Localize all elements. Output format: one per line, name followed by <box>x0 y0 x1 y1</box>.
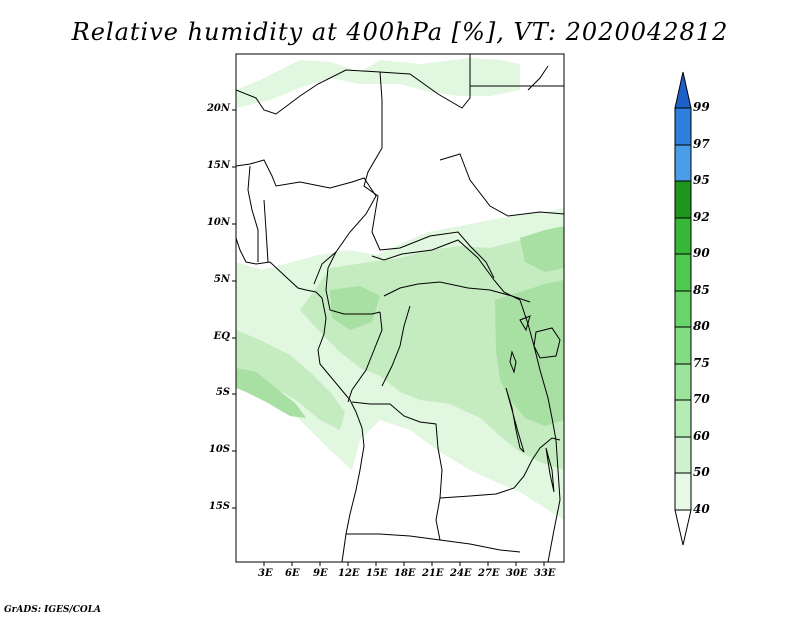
border-togo <box>263 199 269 263</box>
lon-ticks <box>263 562 545 566</box>
lat-ticks <box>232 109 236 509</box>
colorbar <box>674 71 692 546</box>
map-frame <box>235 53 565 563</box>
colorbar-segment-50-60 <box>674 436 692 474</box>
border-nigeria <box>236 159 377 285</box>
colorbar-label-60: 60 <box>693 429 710 443</box>
lat-label-5s: 5S <box>215 387 230 398</box>
lon-label-9e: 9E <box>313 568 328 579</box>
colorbar-segment-40-50 <box>674 472 692 511</box>
colorbar-label-92: 92 <box>693 210 710 224</box>
red-sea-coast <box>527 65 549 91</box>
colorbar-label-97: 97 <box>693 137 710 151</box>
lon-label-27e: 27E <box>478 568 500 579</box>
colorbar-label-40: 40 <box>693 502 710 516</box>
border-cameroon <box>325 251 381 315</box>
lat-label-eq: EQ <box>213 331 230 342</box>
lon-label-6e: 6E <box>285 568 300 579</box>
field-dark-east <box>495 280 564 426</box>
lake-kivu <box>509 350 517 374</box>
map-title: Relative humidity at 400hPa [%], VT: 202… <box>71 18 729 46</box>
lon-label-18e: 18E <box>394 568 416 579</box>
lon-label-21e: 21E <box>422 568 444 579</box>
field-dark-north <box>520 226 564 272</box>
field-dark-center <box>330 286 380 330</box>
border-chad-sudan <box>363 71 495 279</box>
colorbar-segment-60-70 <box>674 399 692 438</box>
border-congo <box>347 311 383 403</box>
colorbar-min-arrow <box>674 509 692 546</box>
lake-tanganyika <box>505 387 525 453</box>
border-sudan-ss <box>439 153 564 217</box>
colorbar-label-70: 70 <box>693 392 710 406</box>
boundaries <box>236 54 564 562</box>
lake-albert <box>519 315 531 332</box>
border-zambia <box>439 437 561 499</box>
border-east <box>519 299 561 562</box>
lat-label-15n: 15N <box>206 160 230 171</box>
colorbar-segment-97-99 <box>674 107 692 146</box>
colorbar-label-85: 85 <box>693 283 710 297</box>
lon-label-3e: 3E <box>258 568 273 579</box>
colorbar-segment-95-97 <box>674 144 692 182</box>
lat-label-20n: 20N <box>206 103 230 114</box>
field-dark-southwest <box>236 368 306 418</box>
border-angola <box>351 401 443 541</box>
lon-label-33e: 33E <box>534 568 556 579</box>
field-mid-west <box>236 330 345 430</box>
colorbar-label-80: 80 <box>693 319 710 333</box>
colorbar-label-75: 75 <box>693 356 710 370</box>
colorbar-label-95: 95 <box>693 173 710 187</box>
colorbar-segment-80-85 <box>674 290 692 328</box>
lon-label-12e: 12E <box>338 568 360 579</box>
colorbar-segment-90-92 <box>674 217 692 255</box>
border-drc-north <box>383 281 531 303</box>
lat-label-5n: 5N <box>213 274 230 285</box>
humidity-field <box>236 58 564 520</box>
border-drc-river <box>381 305 411 387</box>
lon-label-15e: 15E <box>366 568 388 579</box>
lake-victoria <box>533 327 561 359</box>
border-car <box>371 239 521 301</box>
colorbar-segment-92-95 <box>674 180 692 219</box>
lake-malawi <box>545 447 555 493</box>
colorbar-max-arrow <box>674 71 692 109</box>
lat-label-10s: 10S <box>208 444 230 455</box>
colorbar-segment-75-80 <box>674 326 692 365</box>
colorbar-label-50: 50 <box>693 465 710 479</box>
grads-credit: GrADS: IGES/COLA <box>4 605 102 615</box>
coastline-west <box>236 237 365 562</box>
border-namibia <box>346 533 521 553</box>
colorbar-segment-85-90 <box>674 253 692 292</box>
lat-label-10n: 10N <box>206 217 230 228</box>
colorbar-segment-70-75 <box>674 363 692 401</box>
colorbar-label-99: 99 <box>693 100 710 114</box>
colorbar-label-90: 90 <box>693 246 710 260</box>
lon-label-24e: 24E <box>450 568 472 579</box>
border-benin <box>247 165 259 262</box>
field-light-north <box>236 58 520 108</box>
lon-label-30e: 30E <box>506 568 528 579</box>
lat-label-15s: 15S <box>208 501 230 512</box>
border-sahel <box>236 54 471 115</box>
